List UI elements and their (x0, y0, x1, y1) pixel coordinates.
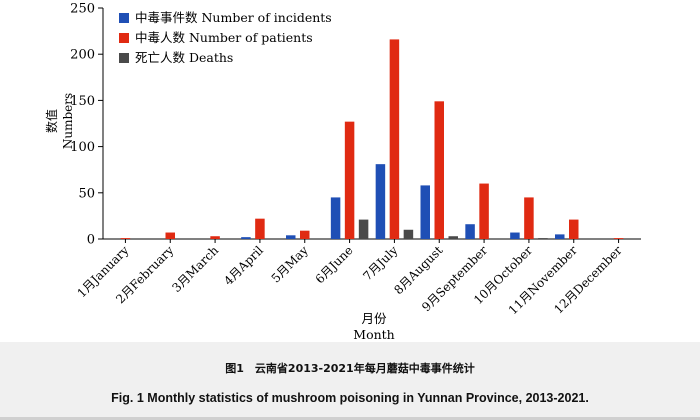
x-tick-label: 7月July (360, 243, 400, 283)
bar (389, 39, 400, 239)
figure-caption-chinese: 图1 云南省2013-2021年每月蘑菇中毒事件统计 (225, 362, 475, 375)
bar (403, 229, 414, 239)
bottom-border (0, 417, 700, 420)
bars (120, 39, 624, 239)
bar (555, 234, 565, 239)
y-tick-label: 200 (70, 48, 95, 63)
y-tick-label: 150 (70, 94, 95, 109)
bar (538, 238, 548, 239)
figure-caption-english: Fig. 1 Monthly statistics of mushroom po… (111, 391, 589, 405)
legend-swatch (119, 33, 129, 43)
x-axis-label-cn: 月份 (361, 311, 387, 326)
x-tick-label: 4月April (221, 243, 266, 288)
bar (510, 232, 520, 239)
bar (165, 232, 175, 239)
bar (465, 224, 475, 239)
y-tick-label: 100 (70, 140, 95, 155)
bar (286, 235, 296, 239)
legend-label: 死亡人数 Deaths (135, 50, 233, 65)
y-tick-label: 250 (70, 2, 95, 17)
bar (569, 219, 579, 239)
legend-swatch (119, 53, 129, 63)
bar (358, 219, 369, 239)
bar (255, 218, 265, 239)
y-axis-label-cn: 数值 (44, 109, 59, 133)
chart-area: 0 50 100 150 200 250 1月January 2月February 3月Marc… (44, 2, 641, 342)
y-tick-label: 50 (78, 186, 95, 201)
x-axis-label-en: Month (353, 327, 394, 342)
legend-swatch (119, 13, 129, 23)
bar (120, 238, 131, 239)
bar (375, 164, 386, 239)
bar (344, 121, 355, 239)
bar (434, 101, 444, 239)
bar (241, 237, 251, 239)
legend-label: 中毒事件数 Number of incidents (135, 10, 332, 25)
bar (448, 236, 458, 239)
bar (613, 238, 624, 239)
bar (420, 185, 430, 239)
x-tick-label: 6月June (313, 243, 356, 286)
bar (524, 197, 534, 239)
bar (330, 197, 341, 239)
legend-label: 中毒人数 Number of patients (135, 30, 313, 45)
bar-chart: 0501001502002501月January2月February3月Marc… (44, 2, 641, 342)
caption-band (0, 342, 700, 420)
y-tick-label: 0 (87, 233, 95, 248)
bar (479, 183, 489, 239)
x-tick-label: 5月May (269, 243, 311, 285)
axes (98, 7, 641, 243)
bar (300, 230, 310, 239)
bar (210, 236, 220, 239)
x-tick-label: 3月March (169, 243, 221, 295)
y-axis-label-en: Numbers (61, 93, 75, 149)
legend: 中毒事件数 Number of incidents 中毒人数 Number of … (119, 10, 332, 65)
